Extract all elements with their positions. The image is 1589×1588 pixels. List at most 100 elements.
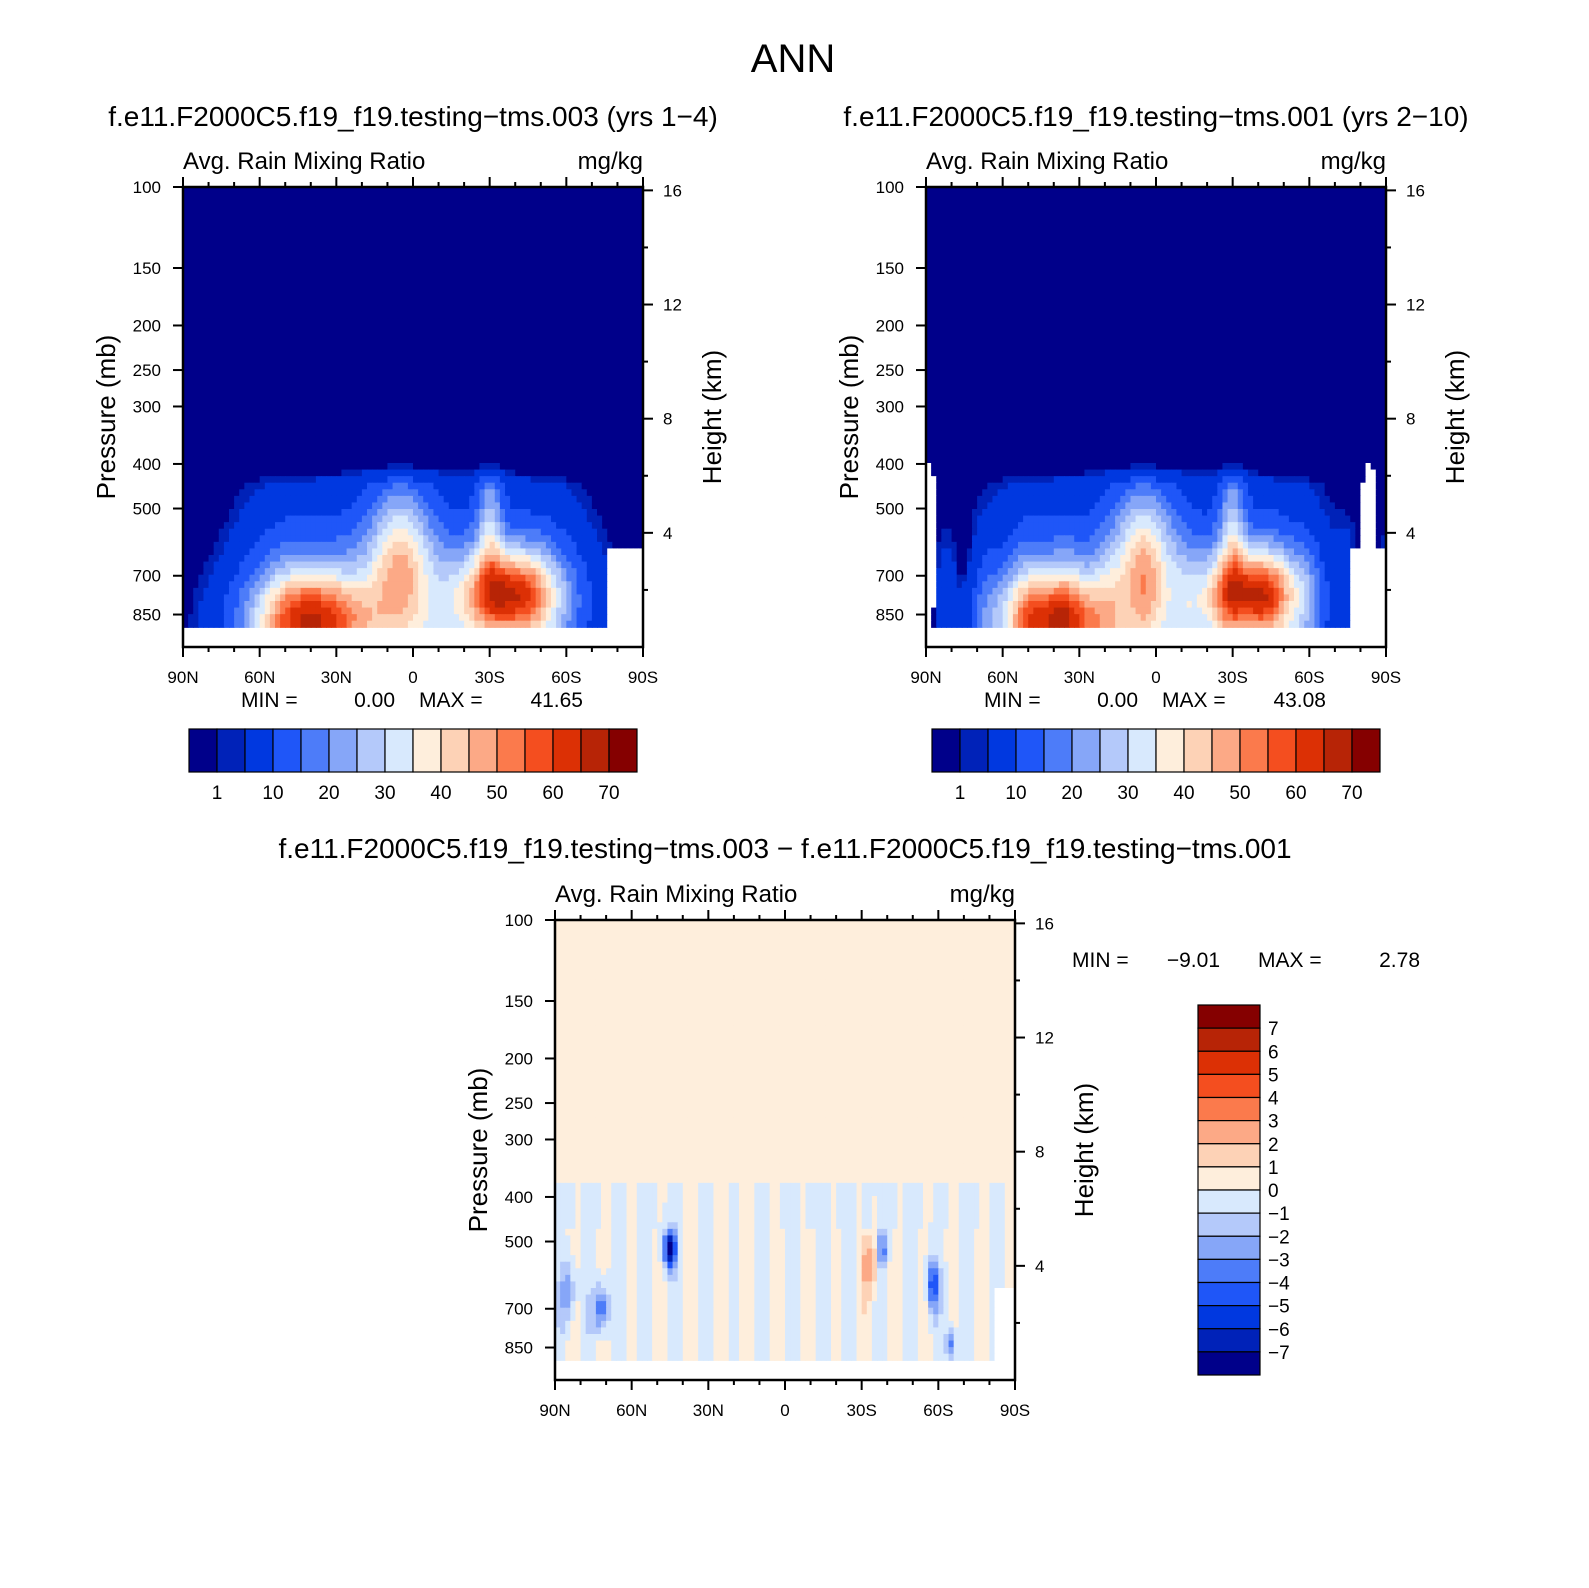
x-tick-label: 90S [1000,1401,1030,1420]
x-tick-label: 30N [1064,668,1095,687]
y-tick-label: 850 [876,606,904,625]
colorbar-swatch [1295,728,1325,773]
y-axis-label-right: Height (km) [1440,350,1470,484]
colorbar-label: 0 [1268,1181,1279,1202]
max-value: 2.78 [1379,949,1420,972]
height-tick-label: 16 [1406,181,1425,200]
y-tick-label: 500 [876,500,904,519]
colorbar-label: 1 [1268,1158,1279,1179]
colorbar-swatch [1197,1096,1261,1122]
figure-title: ANN [751,37,835,81]
min-value: −9.01 [1167,949,1220,972]
x-tick-label: 60S [1294,668,1324,687]
x-tick-label: 30S [475,668,505,687]
panels-layer: f.e11.F2000C5.f19_f19.testing−tms.003 (y… [91,101,1470,1420]
colorbar-swatch [1197,1073,1261,1099]
height-tick-label: 12 [1406,296,1425,315]
colorbar-swatch [328,728,358,773]
height-tick-label: 16 [663,181,682,200]
height-tick-label: 4 [1406,524,1415,543]
x-tick-label: 90N [910,668,941,687]
colorbar-swatch [1197,1120,1261,1145]
x-tick-label: 30N [321,668,352,687]
y-tick-label: 700 [133,567,161,586]
panel-title: f.e11.F2000C5.f19_f19.testing−tms.003 − … [278,833,1291,864]
y-tick-label: 250 [876,361,904,380]
colorbar-label: 3 [1268,1112,1279,1133]
colorbar-swatch [1197,1235,1261,1260]
colorbar-swatch [1183,728,1213,773]
colorbar-swatch [1197,1004,1261,1029]
colorbar-label: 30 [374,783,395,804]
y-tick-label: 300 [876,397,904,416]
height-tick-label: 8 [663,410,672,429]
colorbar-swatch [1015,728,1045,773]
colorbar: 1 10 20 30 40 50 60 70 [188,728,638,804]
colorbar-swatch [468,728,498,773]
colorbar-label: −6 [1268,1320,1290,1341]
y-tick-label: 250 [133,361,161,380]
y-tick-label: 100 [876,178,904,197]
colorbar-swatch [959,728,989,773]
height-tick-label: 8 [1035,1143,1044,1162]
colorbar-label: 2 [1268,1135,1279,1156]
x-tick-label: 60S [551,668,581,687]
y-tick-label: 400 [505,1188,533,1207]
y-tick-label: 300 [133,397,161,416]
x-tick-label: 30S [1218,668,1248,687]
panel-title: f.e11.F2000C5.f19_f19.testing−tms.001 (y… [843,101,1468,132]
y-tick-label: 100 [133,178,161,197]
colorbar-swatch [1197,1189,1261,1214]
panel-1: f.e11.F2000C5.f19_f19.testing−tms.003 (y… [91,101,727,804]
colorbar-swatch [496,728,526,773]
y-tick-label: 200 [133,316,161,335]
colorbar-swatch [1197,1328,1261,1353]
x-tick-label: 60S [923,1401,953,1420]
colorbar-label: 40 [430,783,451,804]
colorbar-swatch [300,728,330,773]
y-tick-label: 400 [876,455,904,474]
y-tick-label: 500 [505,1233,533,1252]
colorbar-swatch [1197,1351,1261,1376]
colorbar-label: −2 [1268,1227,1290,1248]
colorbar-label: 50 [486,783,507,804]
colorbar-label: −1 [1268,1204,1290,1225]
x-tick-label: 0 [1151,668,1160,687]
colorbar-swatch [1323,728,1353,773]
colorbar-label: 70 [598,783,619,804]
colorbar-label: 20 [1061,783,1082,804]
colorbar-label: 7 [1268,1019,1279,1040]
panel-3: f.e11.F2000C5.f19_f19.testing−tms.003 − … [278,833,1420,1420]
colorbar-swatch [1197,1050,1261,1075]
height-tick-label: 12 [663,296,682,315]
y-axis-label: Pressure (mb) [463,1068,493,1233]
max-label: MAX = [1162,689,1226,712]
colorbar-label: −7 [1268,1343,1290,1364]
max-label: MAX = [1258,949,1322,972]
colorbar-swatch [1197,1166,1261,1191]
contour-field [926,187,1386,628]
height-tick-label: 4 [663,524,672,543]
colorbar-label: 60 [542,783,563,804]
colorbar-label: 50 [1229,783,1250,804]
x-tick-label: 0 [780,1401,789,1420]
colorbar-swatch [440,728,470,773]
min-label: MIN = [984,689,1041,712]
colorbar-swatch [1267,728,1297,773]
colorbar-swatch [552,728,582,773]
colorbar-label: 10 [1005,783,1026,804]
panel-subtitle-left: Avg. Rain Mixing Ratio [555,881,797,908]
min-label: MIN = [1072,949,1129,972]
y-tick-label: 500 [133,500,161,519]
x-tick-label: 90S [1371,668,1401,687]
colorbar-label: 1 [955,783,966,804]
x-tick-label: 0 [408,668,417,687]
colorbar-label: 1 [212,783,223,804]
colorbar-swatch [1127,728,1157,773]
colorbar-swatch [524,728,554,773]
max-label: MAX = [419,689,483,712]
colorbar-swatch [244,728,274,773]
colorbar-label: 10 [262,783,283,804]
